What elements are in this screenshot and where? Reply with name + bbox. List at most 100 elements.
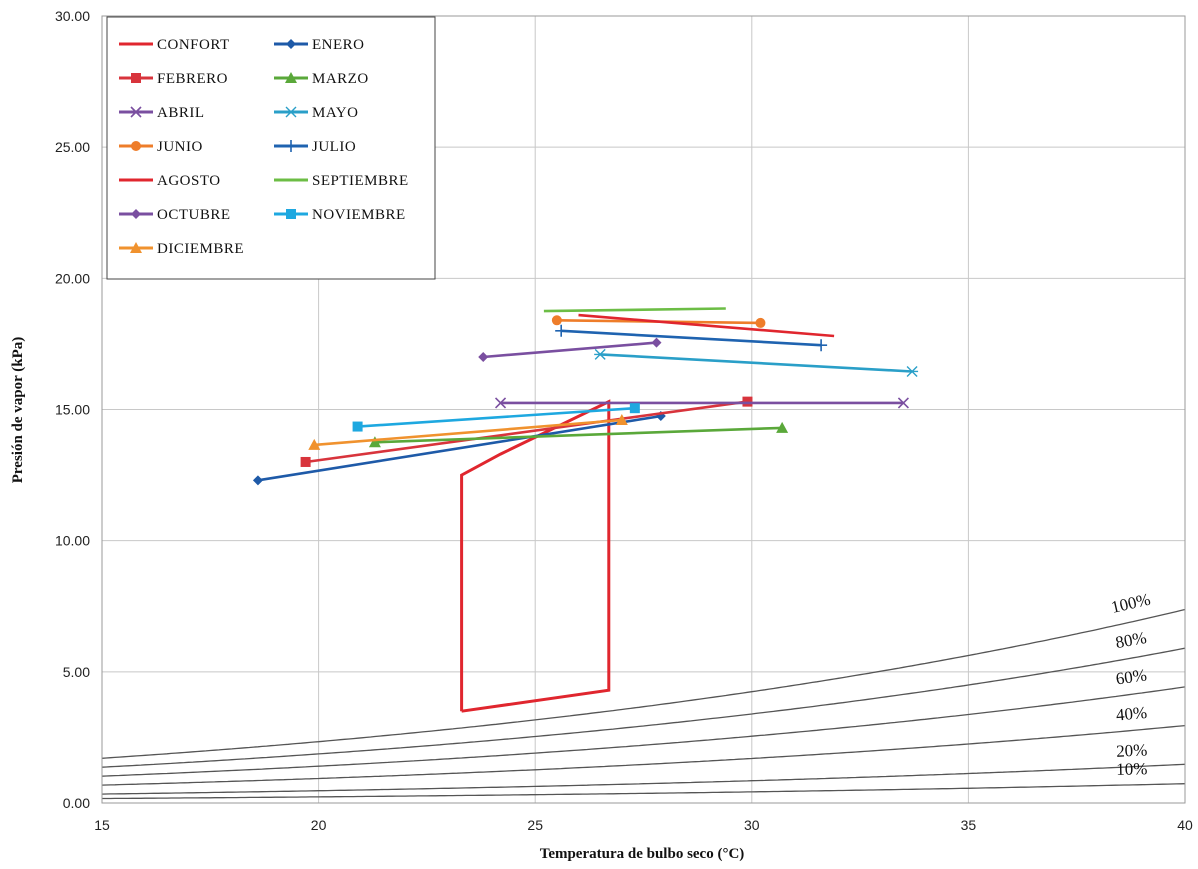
y-tick-label: 10.00: [55, 533, 90, 549]
data-point: [478, 352, 489, 363]
y-tick-label: 20.00: [55, 270, 90, 286]
series-mayo: [594, 348, 919, 377]
data-point: [897, 397, 909, 409]
x-tick-label: 15: [94, 817, 110, 833]
data-point: [352, 421, 363, 432]
data-point: [494, 397, 507, 409]
legend-label: ENERO: [312, 37, 365, 53]
data-point: [368, 436, 381, 448]
rh-curve-label: 10%: [1116, 759, 1148, 779]
legend-label: SEPTIEMBRE: [312, 173, 409, 189]
series-abril: [494, 397, 909, 409]
legend-label: OCTUBRE: [157, 207, 231, 223]
series-line: [305, 400, 748, 464]
series-line: [561, 329, 822, 347]
series-line: [314, 418, 622, 447]
x-tick-label: 40: [1177, 817, 1193, 833]
data-point: [131, 209, 141, 219]
legend-label: DICIEMBRE: [157, 241, 244, 257]
data-point: [308, 438, 321, 450]
rh-curve-label: 100%: [1109, 590, 1152, 617]
legend-item-septiembre: SEPTIEMBRE: [274, 173, 409, 189]
x-axis-label: Temperatura de bulbo seco (°C): [540, 846, 745, 862]
data-point: [551, 315, 562, 326]
data-point: [629, 403, 640, 414]
rh-curve: [101, 686, 1186, 777]
data-point: [130, 242, 142, 253]
y-tick-label: 5.00: [63, 664, 90, 680]
series-diciembre: [308, 413, 628, 450]
y-tick-label: 0.00: [63, 795, 90, 811]
data-point: [131, 141, 141, 151]
rh-curve-label: 80%: [1114, 628, 1148, 652]
rh-curve: [101, 724, 1186, 786]
legend-item-agosto: AGOSTO: [119, 173, 220, 189]
series-line: [357, 406, 635, 428]
series-line: [543, 307, 726, 313]
series-septiembre: [543, 307, 726, 313]
legend-item-marzo: MARZO: [274, 71, 369, 87]
legend-item-mayo: MAYO: [274, 105, 358, 121]
series-group: [252, 307, 919, 713]
data-point: [755, 317, 766, 328]
data-point: [555, 324, 568, 337]
x-tick-label: 35: [961, 817, 977, 833]
legend-item-diciembre: DICIEMBRE: [119, 241, 244, 257]
series-noviembre: [352, 403, 640, 432]
y-tick-label: 30.00: [55, 8, 90, 24]
rh-curve-label: 60%: [1115, 665, 1148, 688]
rh-curve-label: 20%: [1116, 740, 1148, 760]
legend-label: CONFORT: [157, 37, 230, 53]
legend-item-febrero: FEBRERO: [119, 71, 228, 87]
series-line: [483, 341, 657, 359]
rh-curve-label: 40%: [1115, 703, 1148, 725]
data-point: [286, 209, 296, 219]
legend-label: FEBRERO: [157, 71, 228, 87]
rh-curve: [101, 763, 1186, 795]
data-point: [131, 73, 141, 83]
y-axis-label: Presión de vapor (kPa): [10, 337, 26, 484]
series-line: [600, 353, 913, 373]
data-point: [776, 421, 789, 433]
legend-item-confort: CONFORT: [119, 37, 230, 53]
data-point: [286, 39, 296, 49]
plot-area-border: [101, 15, 1186, 804]
legend-label: MAYO: [312, 105, 358, 121]
data-point: [285, 106, 297, 118]
x-tick-label: 30: [744, 817, 760, 833]
data-point: [815, 339, 828, 352]
legend-item-junio: JUNIO: [119, 139, 203, 155]
x-tick-label: 20: [311, 817, 327, 833]
rh-curve: [102, 783, 1186, 800]
data-point: [906, 365, 919, 377]
data-point: [285, 72, 297, 83]
data-point: [130, 106, 142, 118]
legend-item-noviembre: NOVIEMBRE: [274, 207, 406, 223]
legend-label: NOVIEMBRE: [312, 207, 406, 223]
data-point: [615, 413, 628, 425]
data-point: [651, 337, 662, 348]
data-point: [285, 140, 297, 152]
rh-curve: [101, 647, 1186, 768]
legend-label: JULIO: [312, 139, 356, 155]
series-line: [374, 426, 783, 444]
series-agosto: [578, 313, 835, 338]
legend-box: [106, 16, 436, 280]
legend-item-enero: ENERO: [274, 37, 365, 53]
legend-label: MARZO: [312, 71, 369, 87]
series-marzo: [368, 421, 789, 448]
y-tick-label: 15.00: [55, 402, 90, 418]
legend-label: JUNIO: [157, 139, 203, 155]
legend-item-abril: ABRIL: [119, 105, 205, 121]
data-point: [300, 456, 311, 467]
series-line: [257, 414, 662, 482]
legend-item-julio: JULIO: [274, 139, 356, 155]
data-point: [594, 348, 607, 360]
series-julio: [555, 324, 828, 352]
legend-item-octubre: OCTUBRE: [119, 207, 231, 223]
y-tick-label: 25.00: [55, 139, 90, 155]
legend: CONFORT ENERO FEBRERO MARZO ABRIL MAYO JUNIO JU…: [106, 16, 436, 280]
axes: 0.00 5.00 10.00 15.00 20.00 25.00 30.00 15 20 25 3…: [55, 8, 1193, 833]
legend-label: ABRIL: [157, 105, 205, 121]
